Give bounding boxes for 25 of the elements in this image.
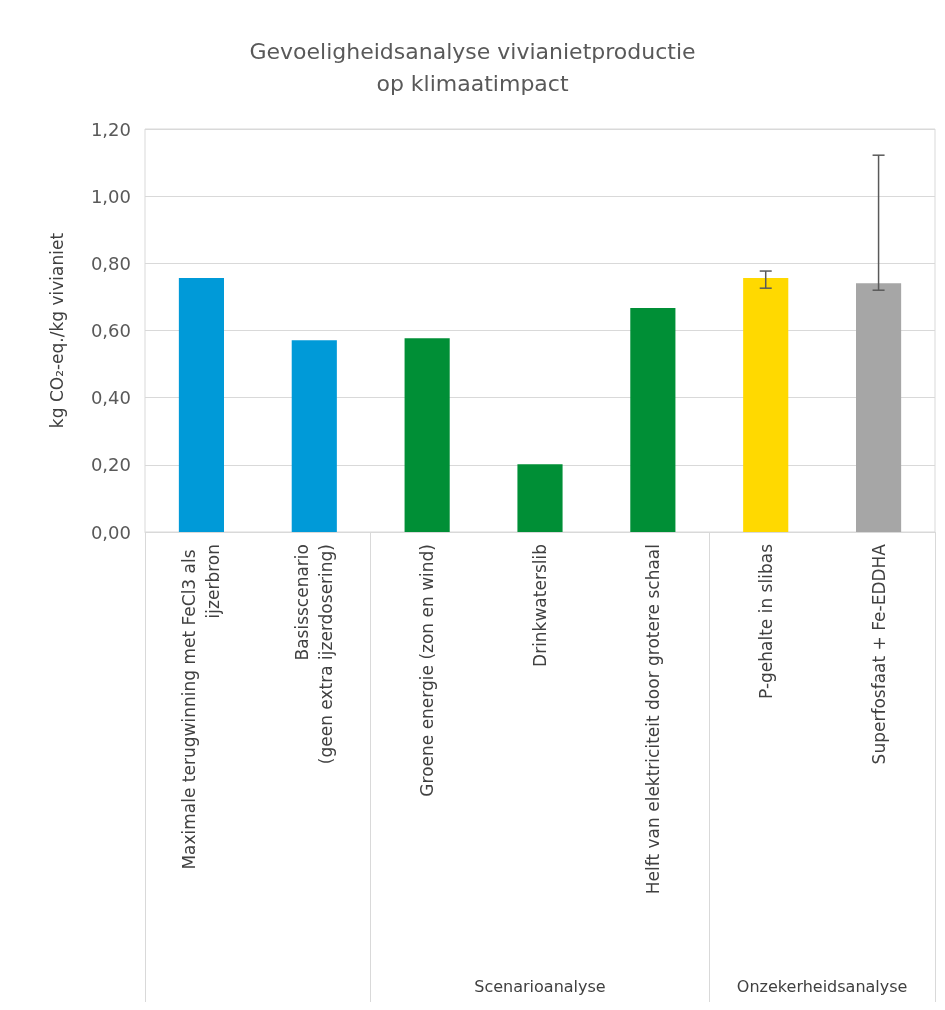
x-tick-label: Basisscenario (geen extra ijzerdosering) xyxy=(292,544,337,765)
text: Scenarioanalyse xyxy=(474,976,606,996)
y-tick-label: 0,20 xyxy=(90,454,131,476)
y-axis-title: kg CO₂-eq./kg vivianiet xyxy=(46,232,67,429)
y-tick-label: 1,00 xyxy=(90,185,131,207)
x-tick-label: Superfosfaat + Fe-EDDHA xyxy=(868,543,889,765)
y-tick-label: 0,00 xyxy=(90,521,131,543)
y-tick-label: 0,60 xyxy=(90,320,131,341)
x-tick-label: Groene energie (zon en wind) xyxy=(417,544,438,797)
y-tick-label: 0,40 xyxy=(90,387,131,409)
bar xyxy=(517,464,563,532)
x-tick-label: P-gehalte in slibas xyxy=(755,543,776,699)
x-tick-label: Helft van elektriciteit door grotere schaal xyxy=(642,544,663,895)
bar xyxy=(178,278,224,532)
x-tick-label: Maximale terugwinning met FeCl3 als ijzerbron xyxy=(179,544,224,870)
bar xyxy=(630,308,676,532)
chart-title: Gevoeligheidsanalyse vivianietproductie op klimaatimpact xyxy=(249,38,696,96)
y-tick-label: 0,80 xyxy=(90,252,131,274)
bar xyxy=(404,338,450,532)
bar xyxy=(743,278,789,532)
text: Onzekerheidsanalyse xyxy=(736,976,908,996)
y-tick-label: 1,20 xyxy=(90,118,131,140)
bar xyxy=(291,340,337,532)
bar xyxy=(856,283,902,532)
x-tick-label: Drinkwaterslib xyxy=(530,544,550,667)
